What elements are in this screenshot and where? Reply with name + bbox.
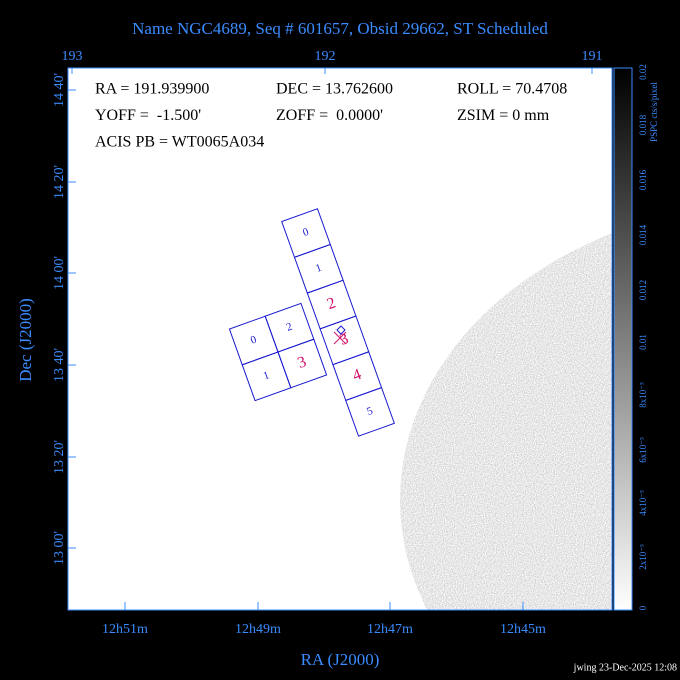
- top-tick-label: 192: [315, 49, 336, 64]
- left-tick-label: 14 20': [52, 165, 67, 199]
- colorbar-title: PSPC cts/s/pixel: [649, 82, 659, 142]
- chip-label: 1: [262, 369, 271, 382]
- y-title: Dec (J2000): [16, 298, 35, 382]
- left-tick-label: 13 20': [52, 440, 67, 474]
- footer-stamp: jwing 23-Dec-2025 12:08: [573, 662, 677, 673]
- chip-label: 0: [249, 333, 259, 346]
- info-text: DEC = 13.762600: [276, 81, 393, 98]
- left-tick-label: 14 00': [52, 256, 67, 290]
- bottom-tick-label: 12h49m: [235, 622, 281, 637]
- bottom-tick-label: 12h51m: [102, 622, 148, 637]
- left-tick-label: 13 40': [52, 348, 67, 382]
- colorbar-label: 8x10⁻³: [638, 382, 648, 408]
- info-text: RA = 191.939900: [95, 81, 209, 98]
- top-tick-label: 191: [582, 49, 603, 64]
- top-tick-label: 193: [62, 49, 83, 64]
- info-text: ROLL = 70.4708: [457, 81, 567, 98]
- bottom-tick-label: 12h45m: [500, 622, 546, 637]
- chip-label: 2: [285, 321, 294, 334]
- info-text: ACIS PB = WT0065A034: [95, 134, 264, 151]
- left-tick-label: 13 00': [52, 531, 67, 565]
- colorbar-label: 6x10⁻³: [638, 437, 648, 463]
- colorbar-label: 2x10⁻³: [638, 544, 648, 570]
- bottom-tick-label: 12h47m: [367, 622, 413, 637]
- aimpoint: [333, 325, 347, 345]
- colorbar-label: 0: [638, 605, 648, 610]
- colorbar-label: 0.018: [638, 114, 648, 135]
- chip-label: 1: [314, 262, 323, 275]
- chip-label: 5: [365, 405, 375, 418]
- info-text: ZOFF = 0.0000': [276, 107, 383, 124]
- colorbar-label: 0.02: [638, 64, 648, 80]
- info-text: ZSIM = 0 mm: [457, 107, 550, 124]
- chip: [345, 386, 395, 437]
- colorbar-label: 0.016: [638, 169, 648, 190]
- title: Name NGC4689, Seq # 601657, Obsid 29662,…: [132, 19, 548, 38]
- left-tick-label: 14 40': [52, 73, 67, 107]
- colorbar-label: 4x10⁻³: [638, 490, 648, 516]
- colorbar: [613, 67, 633, 611]
- colorbar-label: 0.012: [638, 280, 648, 300]
- colorbar-label: 0.01: [638, 334, 648, 350]
- colorbar-label: 0.014: [638, 224, 648, 245]
- x-title: RA (J2000): [301, 650, 380, 669]
- info-text: YOFF = -1.500': [95, 107, 201, 124]
- plot-frame: [67, 67, 613, 611]
- chip-label: 0: [301, 226, 311, 239]
- chip: [277, 338, 328, 389]
